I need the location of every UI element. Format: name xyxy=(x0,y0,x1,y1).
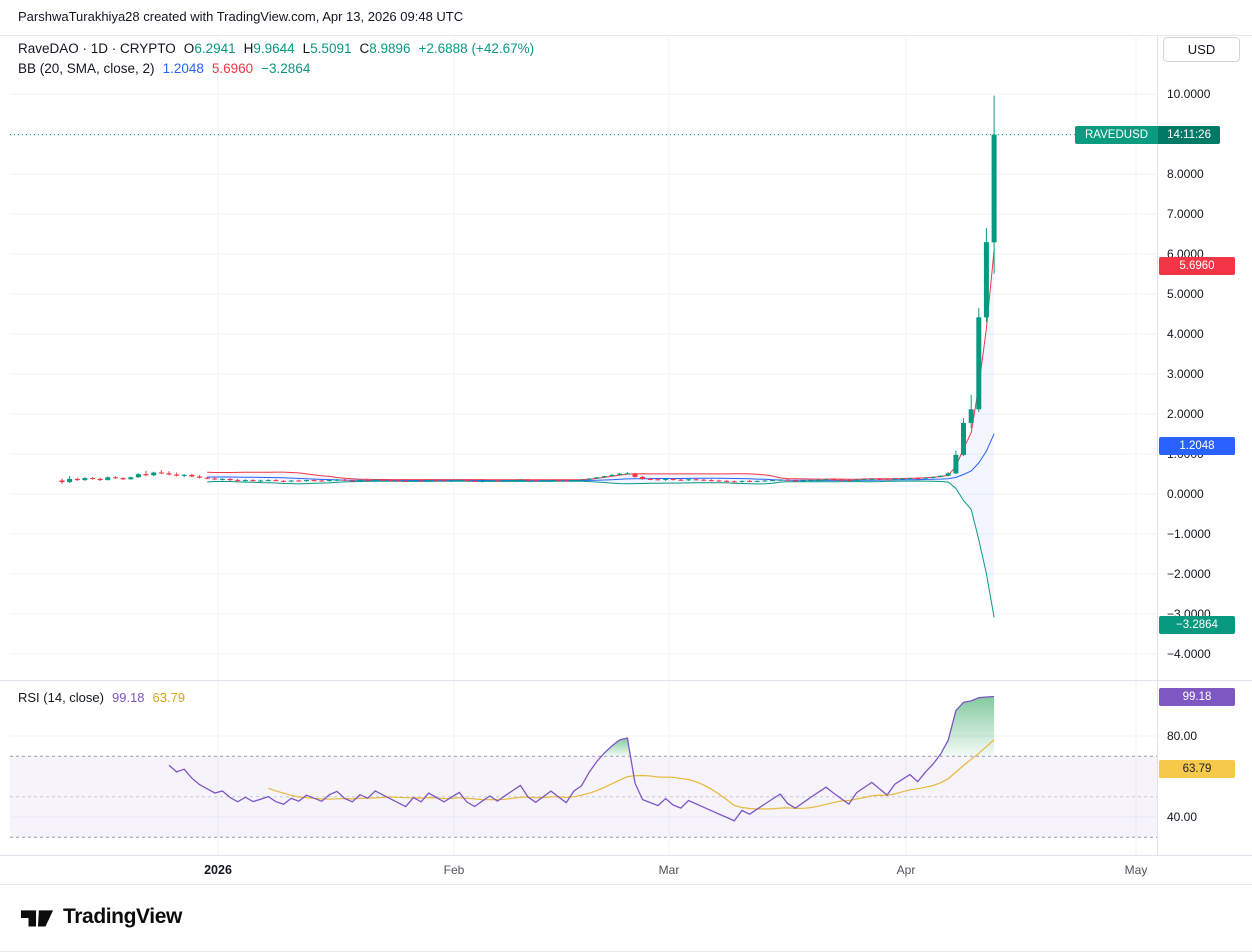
tradingview-logo-text: TradingView xyxy=(63,905,182,928)
chart-top-border xyxy=(0,35,1252,36)
pane-divider[interactable] xyxy=(0,680,1252,681)
bar-countdown: 14:11:26 xyxy=(1158,125,1220,144)
scale-tick: 80.00 xyxy=(1167,729,1198,744)
bb-basis-value: 1.2048 xyxy=(162,61,204,76)
rsi-ma-badge: 63.79 xyxy=(1159,759,1235,778)
time-axis-label: Apr xyxy=(896,863,916,877)
bb-basis-badge: 1.2048 xyxy=(1159,436,1235,455)
rsi-value: 99.18 xyxy=(111,690,145,705)
tradingview-logo-icon xyxy=(20,910,54,927)
scale-tick: 5.0000 xyxy=(1167,287,1204,302)
time-axis-label: Mar xyxy=(658,863,680,877)
symbol-label: RAVEDUSD xyxy=(1075,125,1159,144)
bb-lower-value: −3.2864 xyxy=(261,61,311,76)
main-legend: RaveDAO · 1D · CRYPTO O6.2941 H9.9644 L5… xyxy=(18,41,534,56)
rsi-value-badge: 99.18 xyxy=(1159,688,1235,707)
scale-tick: 8.0000 xyxy=(1167,167,1204,182)
bb-upper-value: 5.6960 xyxy=(211,61,254,76)
last-price-badge: RAVEDUSD 14:11:26 xyxy=(1075,125,1220,144)
ohlc-open: O6.2941 xyxy=(183,41,236,56)
scale-tick: 7.0000 xyxy=(1167,207,1204,222)
scale-tick: 40.00 xyxy=(1167,809,1198,824)
currency-button[interactable]: USD xyxy=(1163,37,1240,62)
symbol-title[interactable]: RaveDAO · 1D · CRYPTO xyxy=(18,41,176,56)
bb-upper-badge: 5.6960 xyxy=(1159,257,1235,276)
scale-tick: 10.0000 xyxy=(1167,87,1211,102)
time-axis-label: 2026 xyxy=(204,863,232,877)
bb-legend: BB (20, SMA, close, 2) 1.2048 5.6960 −3.… xyxy=(18,61,310,76)
scale-tick: −1.0000 xyxy=(1167,527,1211,542)
tradingview-logo[interactable]: TradingView xyxy=(20,903,182,931)
rsi-legend: RSI (14, close) 99.18 63.79 xyxy=(18,690,185,705)
bb-lower-badge: −3.2864 xyxy=(1159,616,1235,635)
chart-region: RaveDAO · 1D · CRYPTO O6.2941 H9.9644 L5… xyxy=(0,35,1252,885)
scale-tick: −2.0000 xyxy=(1167,567,1211,582)
attribution-text: ParshwaTurakhiya28 created with TradingV… xyxy=(18,9,464,24)
ohlc-low: L5.5091 xyxy=(302,41,352,56)
ohlc-high: H9.9644 xyxy=(243,41,295,56)
rsi-ma-value: 63.79 xyxy=(152,690,186,705)
rsi-pane-chart[interactable] xyxy=(0,681,1157,855)
scale-tick: −4.0000 xyxy=(1167,647,1211,661)
price-axis-separator xyxy=(1157,35,1158,855)
time-axis-label: May xyxy=(1124,863,1148,877)
scale-tick: 4.0000 xyxy=(1167,327,1204,342)
scale-tick: 2.0000 xyxy=(1167,407,1204,422)
change-value: +2.6888 (+42.67%) xyxy=(418,41,535,56)
bb-title[interactable]: BB (20, SMA, close, 2) xyxy=(18,61,155,76)
time-axis-label: Feb xyxy=(443,863,465,877)
rsi-title[interactable]: RSI (14, close) xyxy=(18,690,104,705)
ohlc-close: C8.9896 xyxy=(359,41,411,56)
scale-tick: 0.0000 xyxy=(1167,487,1204,502)
scale-tick: 3.0000 xyxy=(1167,367,1204,382)
price-pane-chart[interactable] xyxy=(0,35,1157,680)
time-axis[interactable]: 2026 Feb Mar Apr May xyxy=(0,855,1252,885)
